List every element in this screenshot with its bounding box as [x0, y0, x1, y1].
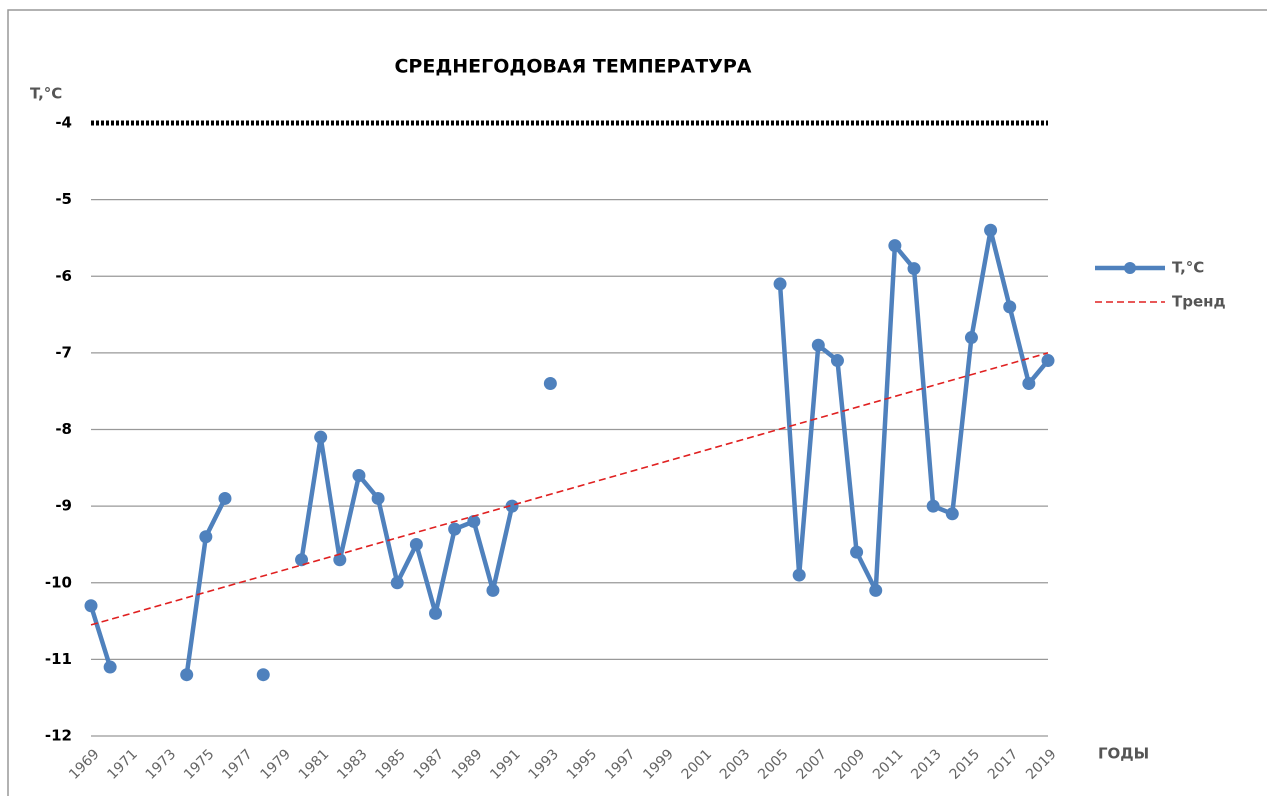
data-point: [448, 522, 462, 536]
x-axis-title: ГОДЫ: [1098, 745, 1149, 763]
data-point: [792, 568, 806, 582]
data-point: [199, 530, 213, 544]
y-tick-label: -7: [55, 343, 72, 361]
data-point: [945, 507, 959, 521]
data-point: [409, 537, 423, 551]
data-point: [1003, 300, 1017, 314]
data-point: [180, 668, 194, 682]
y-tick-label: -6: [55, 267, 72, 285]
data-point: [984, 223, 998, 237]
y-tick-label: -4: [55, 114, 72, 132]
y-tick-label: -5: [55, 190, 72, 208]
data-point: [907, 262, 921, 276]
data-point: [888, 239, 902, 253]
legend-label: T,°C: [1172, 259, 1204, 277]
data-point: [333, 553, 347, 567]
data-point: [830, 354, 844, 368]
legend-label: Тренд: [1172, 293, 1226, 311]
data-point: [1022, 377, 1036, 391]
data-point: [256, 668, 270, 682]
data-point: [486, 583, 500, 597]
y-tick-label: -12: [45, 727, 72, 745]
y-tick-label: -8: [55, 420, 72, 438]
chart-title: СРЕДНЕГОДОВАЯ ТЕМПЕРАТУРА: [394, 56, 751, 78]
data-point: [869, 583, 883, 597]
legend-marker: [1124, 262, 1136, 274]
data-point: [371, 491, 385, 505]
data-point: [103, 660, 117, 674]
data-point: [429, 606, 443, 620]
data-point: [84, 599, 98, 613]
data-point: [773, 277, 787, 291]
data-point: [850, 545, 864, 559]
data-point: [543, 377, 557, 391]
data-point: [811, 338, 825, 352]
data-point: [1041, 354, 1055, 368]
data-point: [314, 430, 328, 444]
data-point: [295, 553, 309, 567]
y-tick-label: -10: [45, 573, 72, 591]
data-point: [964, 331, 978, 345]
data-point: [926, 499, 940, 513]
data-point: [390, 576, 404, 590]
y-tick-label: -11: [45, 650, 72, 668]
y-tick-label: -9: [55, 497, 72, 515]
trend-line: [90, 352, 1049, 626]
chart-border: [7, 9, 1267, 796]
data-point: [505, 499, 519, 513]
data-point: [467, 514, 481, 528]
data-point: [218, 491, 232, 505]
y-axis-title: T,°C: [30, 85, 62, 103]
data-point: [352, 468, 366, 482]
